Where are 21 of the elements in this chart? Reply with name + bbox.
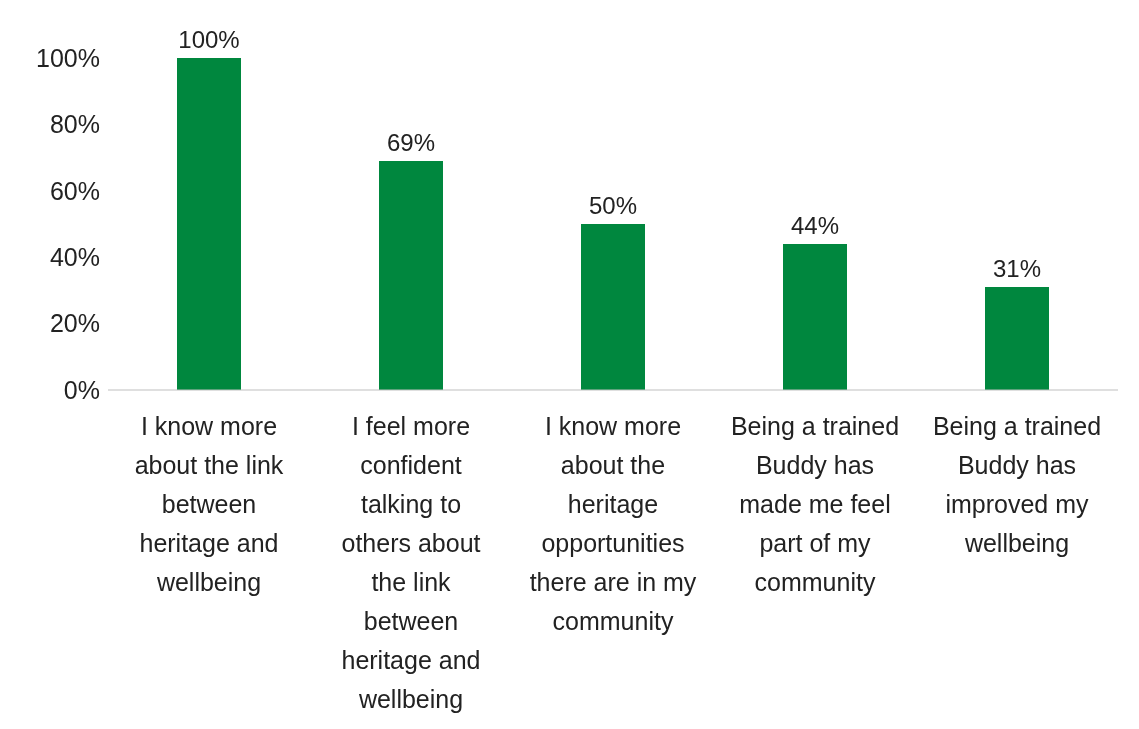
x-tick-label: I know more about the link between heritage and wellbeing [134, 411, 284, 596]
y-tick-label: 80% [49, 110, 100, 139]
y-tick-label: 20% [49, 309, 100, 338]
bar [581, 224, 645, 390]
data-label: 31% [992, 255, 1042, 283]
bar [379, 160, 443, 390]
data-label: 44% [790, 211, 840, 239]
x-tick-label: I feel more confident talking to others about the link between heritage and wellbeing [341, 411, 481, 713]
x-tick-label: Being a trained Buddy has made me feel part of my community [730, 411, 900, 596]
y-tick-label: 0% [63, 375, 100, 404]
data-label: 69% [386, 128, 436, 156]
data-label: 50% [588, 192, 638, 219]
y-tick-label: 40% [49, 243, 100, 272]
bar [783, 243, 847, 390]
x-tick-label: I know more about the heritage opportunities there are in my community [529, 411, 697, 635]
bar [985, 287, 1049, 390]
x-tick-label: Being a trained Buddy has improved my wellbeing [932, 411, 1102, 557]
bar [177, 58, 241, 390]
y-tick-label: 100% [36, 43, 100, 72]
y-tick-label: 60% [49, 176, 100, 205]
data-label: 100% [178, 26, 240, 53]
